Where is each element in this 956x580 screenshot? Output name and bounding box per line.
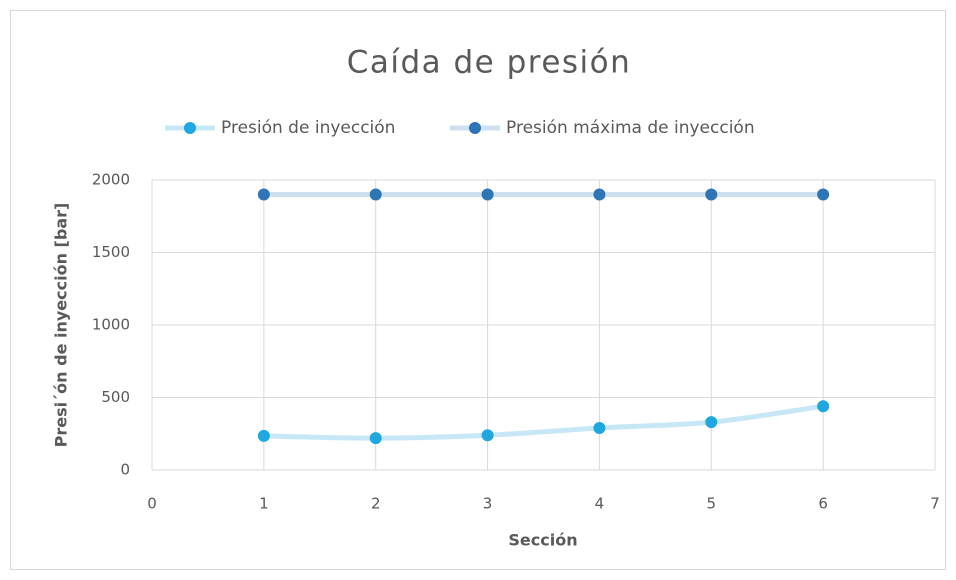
data-point [593, 421, 606, 434]
series-line [261, 403, 826, 441]
data-point [817, 188, 830, 201]
legend-label: Presión de inyección [221, 118, 395, 138]
y-axis-label: Presi´ón de inyección [bar] [52, 203, 71, 448]
x-tick-label: 3 [483, 495, 493, 513]
y-tick-label: 0 [120, 461, 130, 479]
data-point [481, 188, 494, 201]
data-point [481, 429, 494, 442]
x-tick-label: 5 [707, 495, 717, 513]
x-axis-label: Sección [508, 531, 577, 550]
legend-label: Presión máxima de inyección [506, 118, 755, 138]
x-tick-label: 4 [595, 495, 605, 513]
y-tick-label: 2000 [92, 171, 130, 189]
data-point [369, 188, 382, 201]
y-tick-label: 1000 [92, 316, 130, 334]
y-tick-label: 1500 [92, 243, 130, 261]
data-point [257, 429, 270, 442]
x-tick-label: 7 [930, 495, 940, 513]
data-point [369, 432, 382, 445]
chart-border [10, 10, 946, 570]
x-tick-label: 2 [371, 495, 381, 513]
chart-title: Caída de presión [347, 45, 632, 81]
data-point [817, 400, 830, 413]
data-point [257, 188, 270, 201]
data-point [593, 188, 606, 201]
legend-marker [469, 122, 481, 134]
x-tick-label: 0 [147, 495, 157, 513]
y-tick-label: 500 [101, 388, 130, 406]
x-tick-label: 1 [259, 495, 269, 513]
data-point [705, 188, 718, 201]
legend-marker [184, 122, 196, 134]
data-point [705, 416, 718, 429]
x-tick-label: 6 [818, 495, 828, 513]
